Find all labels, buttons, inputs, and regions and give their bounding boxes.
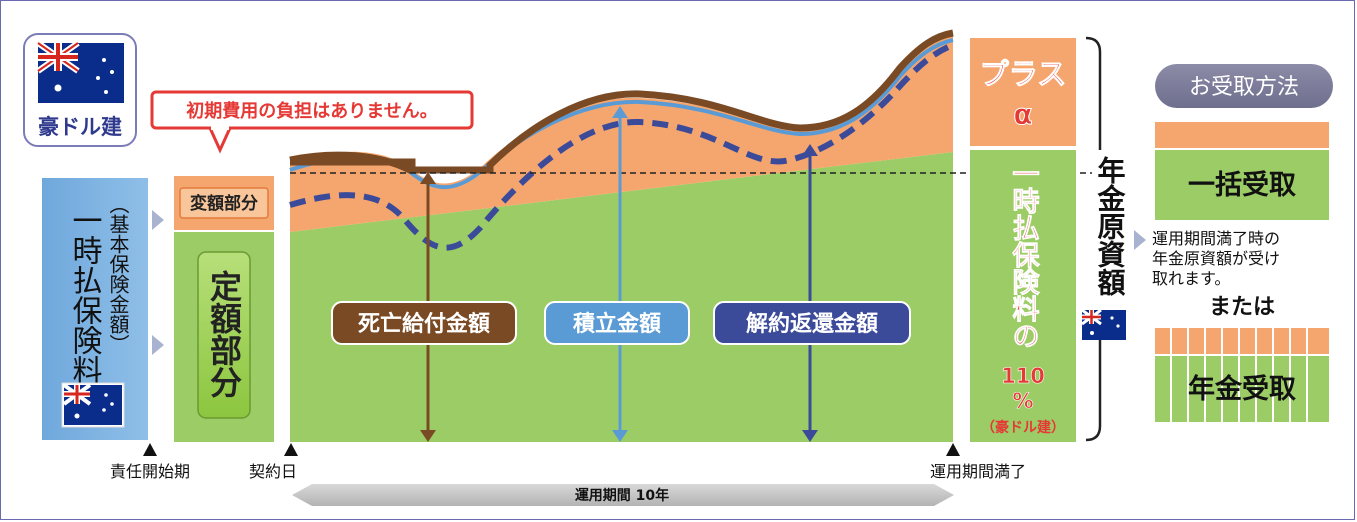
plus-label: プラス	[980, 57, 1066, 91]
premium-label: 一時払保険料	[67, 205, 103, 385]
note-text: 初期費用の負担はありません。	[186, 100, 437, 122]
australia-flag-icon	[36, 40, 124, 103]
accumulated-label: 積立金額	[573, 311, 661, 337]
accumulated-label-box: 積立金額	[544, 301, 690, 345]
currency-note: （豪ドル建）	[981, 419, 1065, 436]
main-chart: 死亡給付金額 積立金額 解約返還金額	[289, 29, 1130, 442]
surrender-line	[289, 42, 955, 251]
fund-label: 年金原資額	[1094, 155, 1127, 297]
or-label: または	[1209, 295, 1275, 320]
arrow-icon	[152, 210, 164, 230]
period-label: 運用期間 10年	[575, 487, 669, 504]
guaranteed-label: 一時払保険料の	[1008, 160, 1041, 349]
surrender-label-box: 解約返還金額	[713, 301, 911, 345]
receipt-desc-2: 年金原資額が受け	[1152, 249, 1280, 268]
receipt-panel: お受取方法 一括受取 運用期間満了時の 年金原資額が受け 取れます。 または	[1152, 64, 1333, 422]
australia-flag-icon	[61, 382, 125, 428]
pension-segments	[1155, 328, 1329, 422]
surrender-label: 解約返還金額	[746, 311, 878, 337]
triangle-marker-icon	[143, 443, 157, 456]
lump-sum-label: 一括受取	[1188, 169, 1296, 201]
initial-cost-note: 初期費用の負担はありません。	[150, 90, 474, 154]
percent-value: 110	[1001, 364, 1045, 388]
surrender-arrow	[802, 144, 818, 442]
percent-sign: %	[1012, 389, 1033, 413]
australia-flag-icon	[1081, 308, 1126, 340]
maturity-label: 運用期間満了	[930, 462, 1026, 481]
alpha-label: α	[1013, 98, 1032, 131]
accumulated-arrow	[612, 106, 628, 442]
receipt-desc-1: 運用期間満了時の	[1152, 229, 1280, 248]
fixed-part-label: 定額部分	[205, 270, 243, 399]
pension-label: 年金受取	[1188, 373, 1296, 405]
arrow-icon	[1134, 230, 1146, 250]
arrow-icon	[152, 335, 164, 355]
premium-box: 一時払保険料 （基本保険金額）	[42, 178, 148, 440]
triangle-marker-icon	[946, 443, 960, 456]
maturity-column: プラス α 一時払保険料の 110 % （豪ドル建）	[970, 38, 1076, 442]
death-benefit-label: 死亡給付金額	[358, 311, 490, 337]
receipt-desc-3: 取れます。	[1152, 269, 1230, 288]
parts-column: 変額部分 定額部分	[174, 176, 274, 442]
death-benefit-line-flat	[289, 151, 490, 174]
fund-bracket: 年金原資額	[1081, 36, 1128, 442]
variable-part-label: 変額部分	[190, 193, 258, 214]
contract-label: 契約日	[249, 462, 297, 481]
badge: 豪ドル建	[23, 33, 137, 147]
triangle-marker-icon	[284, 443, 298, 456]
start-label: 責任開始期	[110, 462, 190, 481]
timeline: 責任開始期 契約日 運用期間満了 運用期間 10年	[110, 443, 1026, 506]
period-band	[292, 484, 954, 506]
receipt-title: お受取方法	[1189, 75, 1299, 100]
premium-sub-label: （基本保険金額）	[106, 194, 130, 354]
death-benefit-label-box: 死亡給付金額	[331, 301, 517, 345]
badge-label: 豪ドル建	[38, 115, 122, 139]
death-benefit-line	[290, 29, 954, 174]
